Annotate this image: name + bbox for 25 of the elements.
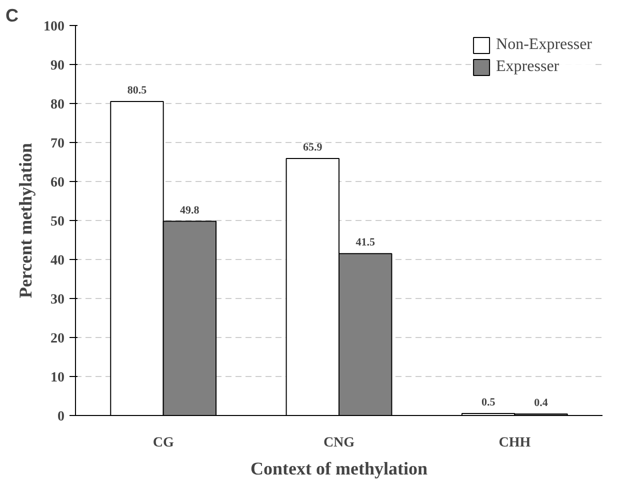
y-tick-label: 10 — [50, 370, 64, 386]
text: C — [6, 6, 18, 26]
data-label: 41.5 — [356, 236, 376, 249]
y-tick-label: 20 — [50, 332, 64, 346]
legend-label: Expresser — [496, 58, 560, 76]
legend-label: Non-Expresser — [496, 36, 592, 54]
y-tick-label: 40 — [50, 254, 64, 268]
y-tick-label: 70 — [50, 136, 64, 152]
data-label: 0.5 — [481, 396, 496, 409]
y-tick-label: 30 — [50, 292, 64, 308]
data-label: 0.4 — [534, 396, 548, 409]
y-axis-title: Percent methylation — [16, 142, 36, 298]
x-tick-label: CNG — [323, 436, 355, 450]
data-label: 80.5 — [127, 84, 148, 97]
data-label: 65.9 — [303, 141, 323, 154]
y-tick-label: 80 — [50, 98, 64, 112]
y-tick-label: 100 — [44, 20, 64, 34]
y-tick-label: 90 — [50, 58, 64, 74]
y-tick-label: 0 — [58, 410, 64, 424]
x-tick-label: CG — [152, 436, 174, 450]
y-tick-label: 50 — [50, 214, 64, 230]
data-label: 49.8 — [180, 204, 200, 216]
y-tick-label: 60 — [50, 176, 64, 190]
x-tick-label: CHH — [498, 436, 531, 450]
x-axis-title: Context of methylation — [250, 458, 428, 478]
